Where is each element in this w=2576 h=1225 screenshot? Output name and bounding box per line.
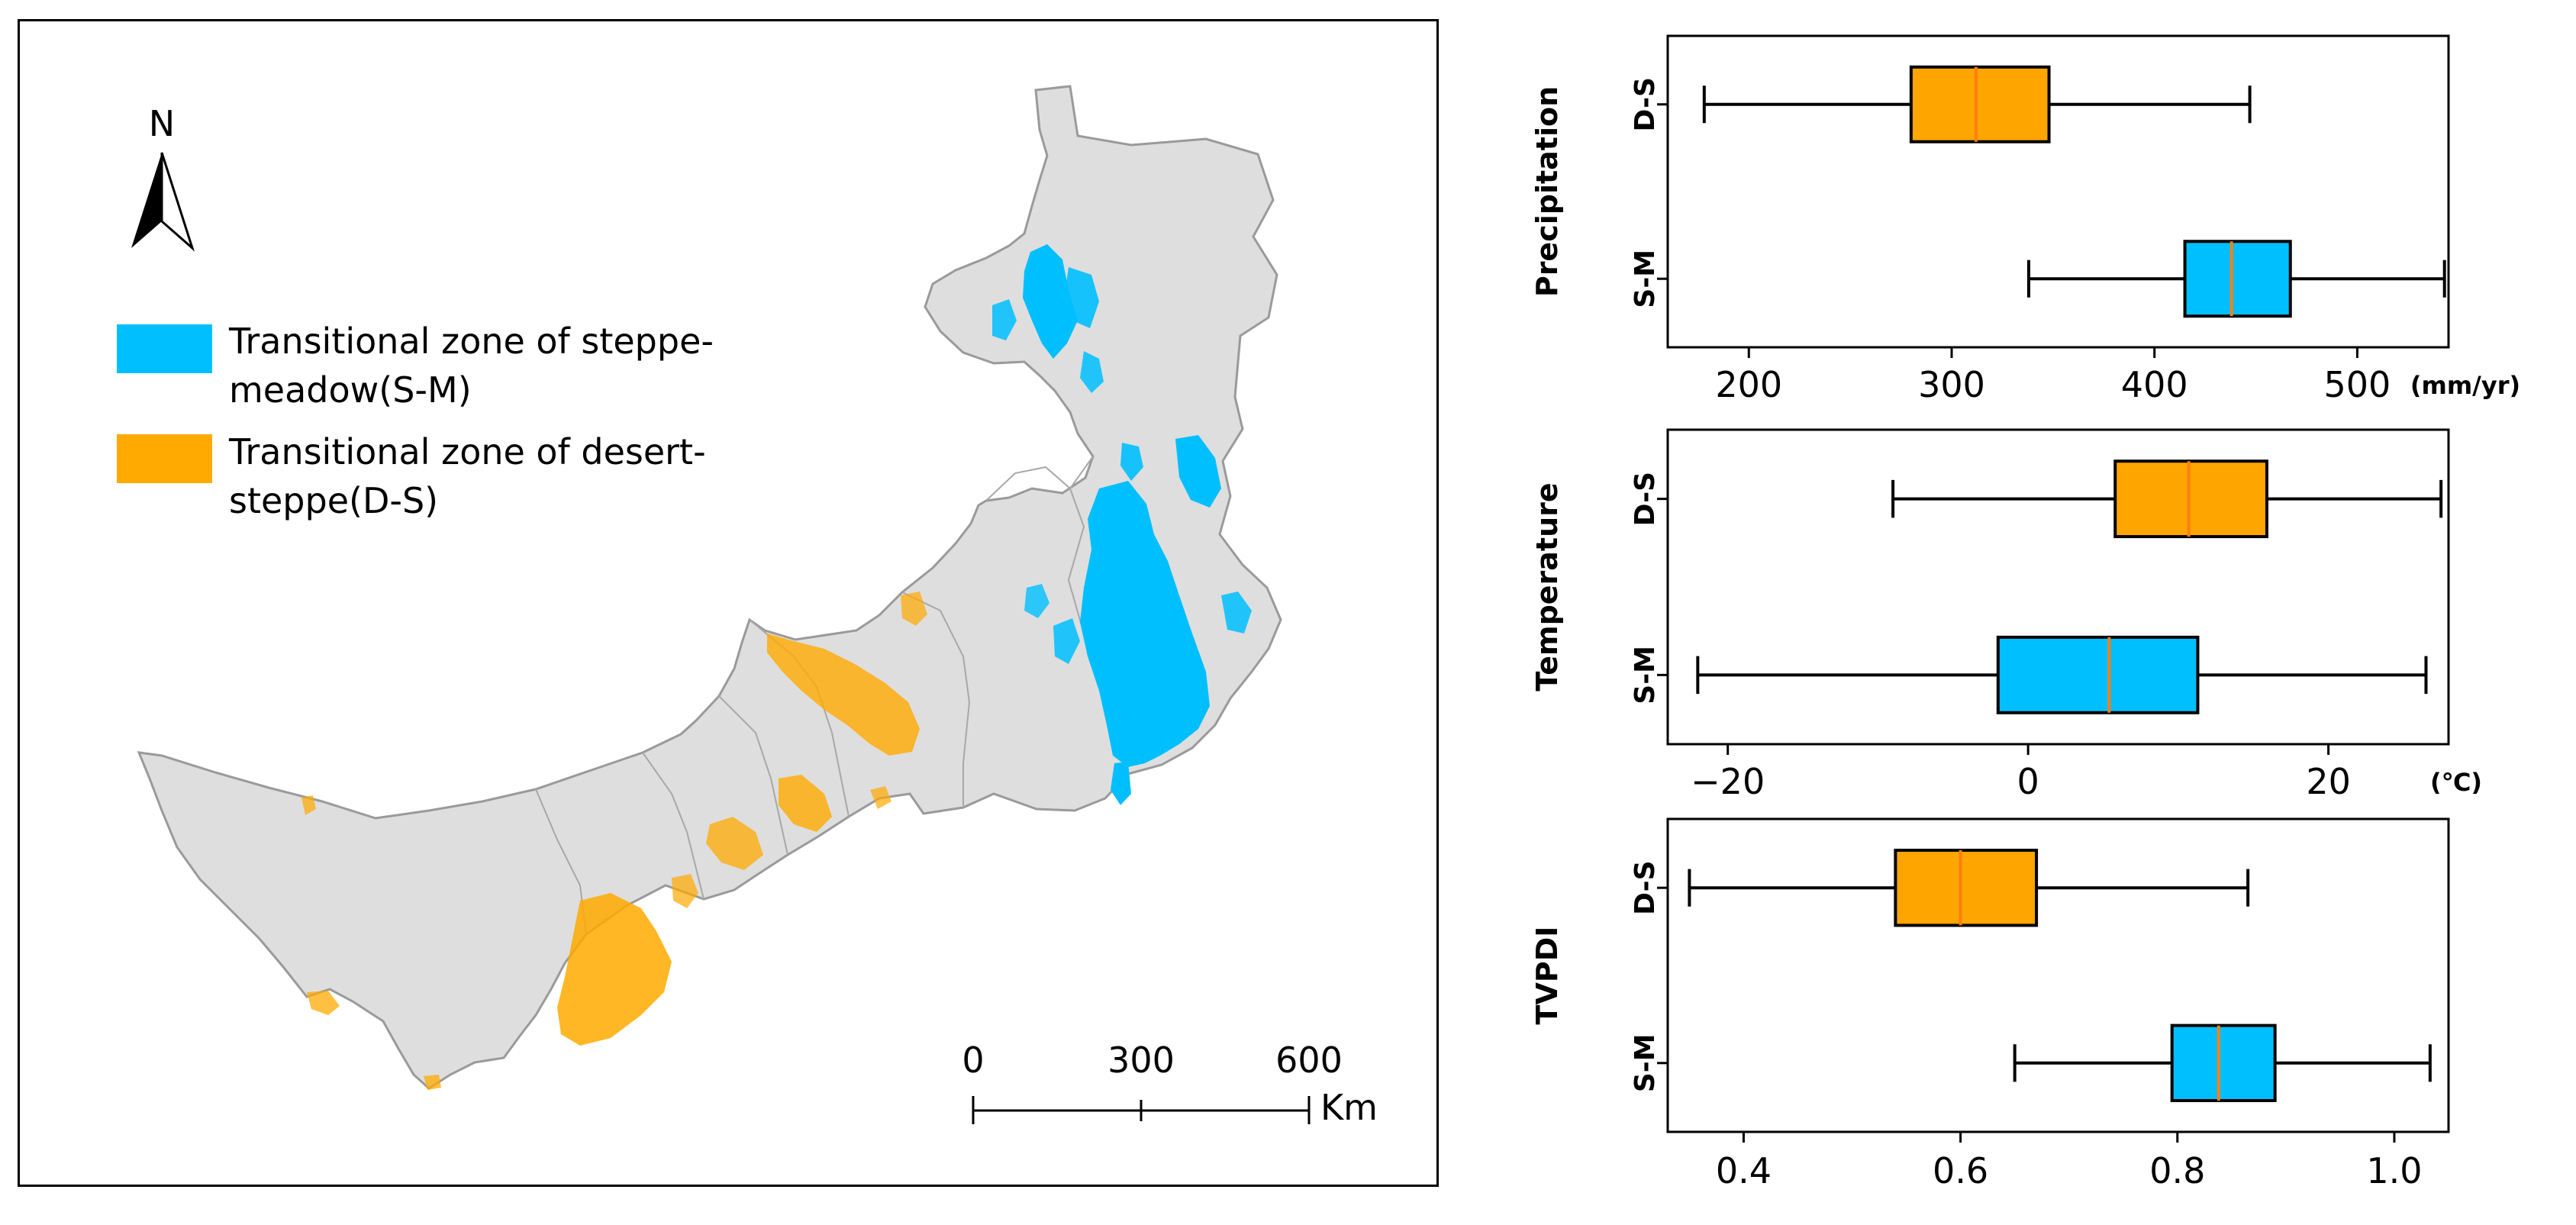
y-axis-title: Precipitation bbox=[1530, 86, 1564, 297]
map-frame bbox=[18, 19, 1439, 1187]
box-iqr bbox=[1909, 65, 2051, 143]
x-tick-label: 300 bbox=[1918, 364, 1985, 405]
box-s-m bbox=[2013, 1024, 2432, 1102]
legend-swatch-d-s bbox=[117, 434, 212, 483]
category-label: D-S bbox=[1630, 77, 1661, 131]
box-d-s bbox=[1688, 849, 2250, 927]
scale-bar: 0 300 600 Km bbox=[962, 1040, 1378, 1128]
box-s-m bbox=[2026, 240, 2446, 318]
x-unit-label: (℃) bbox=[2430, 768, 2482, 797]
x-tick-label: 1.0 bbox=[2366, 1150, 2422, 1191]
legend-label-d-s-line2: steppe(D-S) bbox=[229, 480, 438, 521]
category-label: D-S bbox=[1630, 860, 1661, 914]
north-arrow-icon bbox=[131, 152, 195, 252]
d-s-zone-patches bbox=[301, 592, 927, 1090]
box-iqr bbox=[1894, 849, 2039, 927]
s-m-zone-patches bbox=[992, 244, 1252, 805]
x-tick-label: 0.4 bbox=[1716, 1150, 1772, 1191]
scale-tick-0: 0 bbox=[962, 1040, 984, 1081]
x-tick-label: 0.6 bbox=[1933, 1150, 1988, 1191]
x-tick-label: 500 bbox=[2324, 364, 2391, 405]
category-label: S-M bbox=[1630, 646, 1661, 704]
scale-tick-600: 600 bbox=[1275, 1040, 1343, 1081]
scale-tick-300: 300 bbox=[1107, 1040, 1175, 1081]
x-tick-label: 20 bbox=[2306, 761, 2351, 802]
box-d-s bbox=[1891, 459, 2443, 539]
plot-frame bbox=[1666, 34, 2450, 349]
category-label: D-S bbox=[1630, 472, 1661, 526]
plot-frame bbox=[1666, 428, 2450, 746]
y-axis-title: Temperature bbox=[1530, 482, 1564, 691]
category-label: S-M bbox=[1630, 250, 1661, 308]
box-s-m bbox=[1696, 635, 2428, 714]
category-label: S-M bbox=[1630, 1033, 1661, 1092]
box-iqr bbox=[2183, 240, 2292, 318]
x-tick-label: −20 bbox=[1691, 761, 1765, 802]
box-panel-2: D-S S-M 0.4 0.6 0.8 1.0 TVPDI bbox=[1530, 817, 2450, 1191]
x-tick-label: 0 bbox=[2017, 761, 2039, 802]
north-label: N bbox=[149, 103, 175, 144]
box-iqr bbox=[1996, 635, 2200, 714]
legend-swatch-s-m bbox=[117, 324, 212, 373]
legend-label-s-m-line1: Transitional zone of steppe- bbox=[228, 321, 714, 362]
legend-label-s-m-line2: meadow(S-M) bbox=[229, 369, 472, 411]
legend-label-d-s-line1: Transitional zone of desert- bbox=[228, 431, 706, 472]
scale-unit: Km bbox=[1320, 1087, 1378, 1128]
box-panel-0: D-S S-M 200 300 400 500 (mm/yr) Precipitation bbox=[1530, 34, 2520, 405]
x-tick-label: 0.8 bbox=[2149, 1150, 2205, 1191]
box-d-s bbox=[1702, 65, 2252, 143]
map-legend: Transitional zone of steppe- meadow(S-M)… bbox=[117, 321, 714, 521]
y-axis-title: TVPDI bbox=[1530, 927, 1564, 1025]
box-panel-1: D-S S-M −20 0 20 (℃) Temperature bbox=[1530, 428, 2482, 802]
box-iqr bbox=[2170, 1024, 2277, 1102]
x-tick-label: 400 bbox=[2121, 364, 2188, 405]
box-iqr bbox=[2113, 459, 2268, 539]
plot-frame bbox=[1666, 817, 2450, 1133]
x-tick-label: 200 bbox=[1715, 364, 1782, 405]
x-unit-label: (mm/yr) bbox=[2410, 371, 2520, 400]
